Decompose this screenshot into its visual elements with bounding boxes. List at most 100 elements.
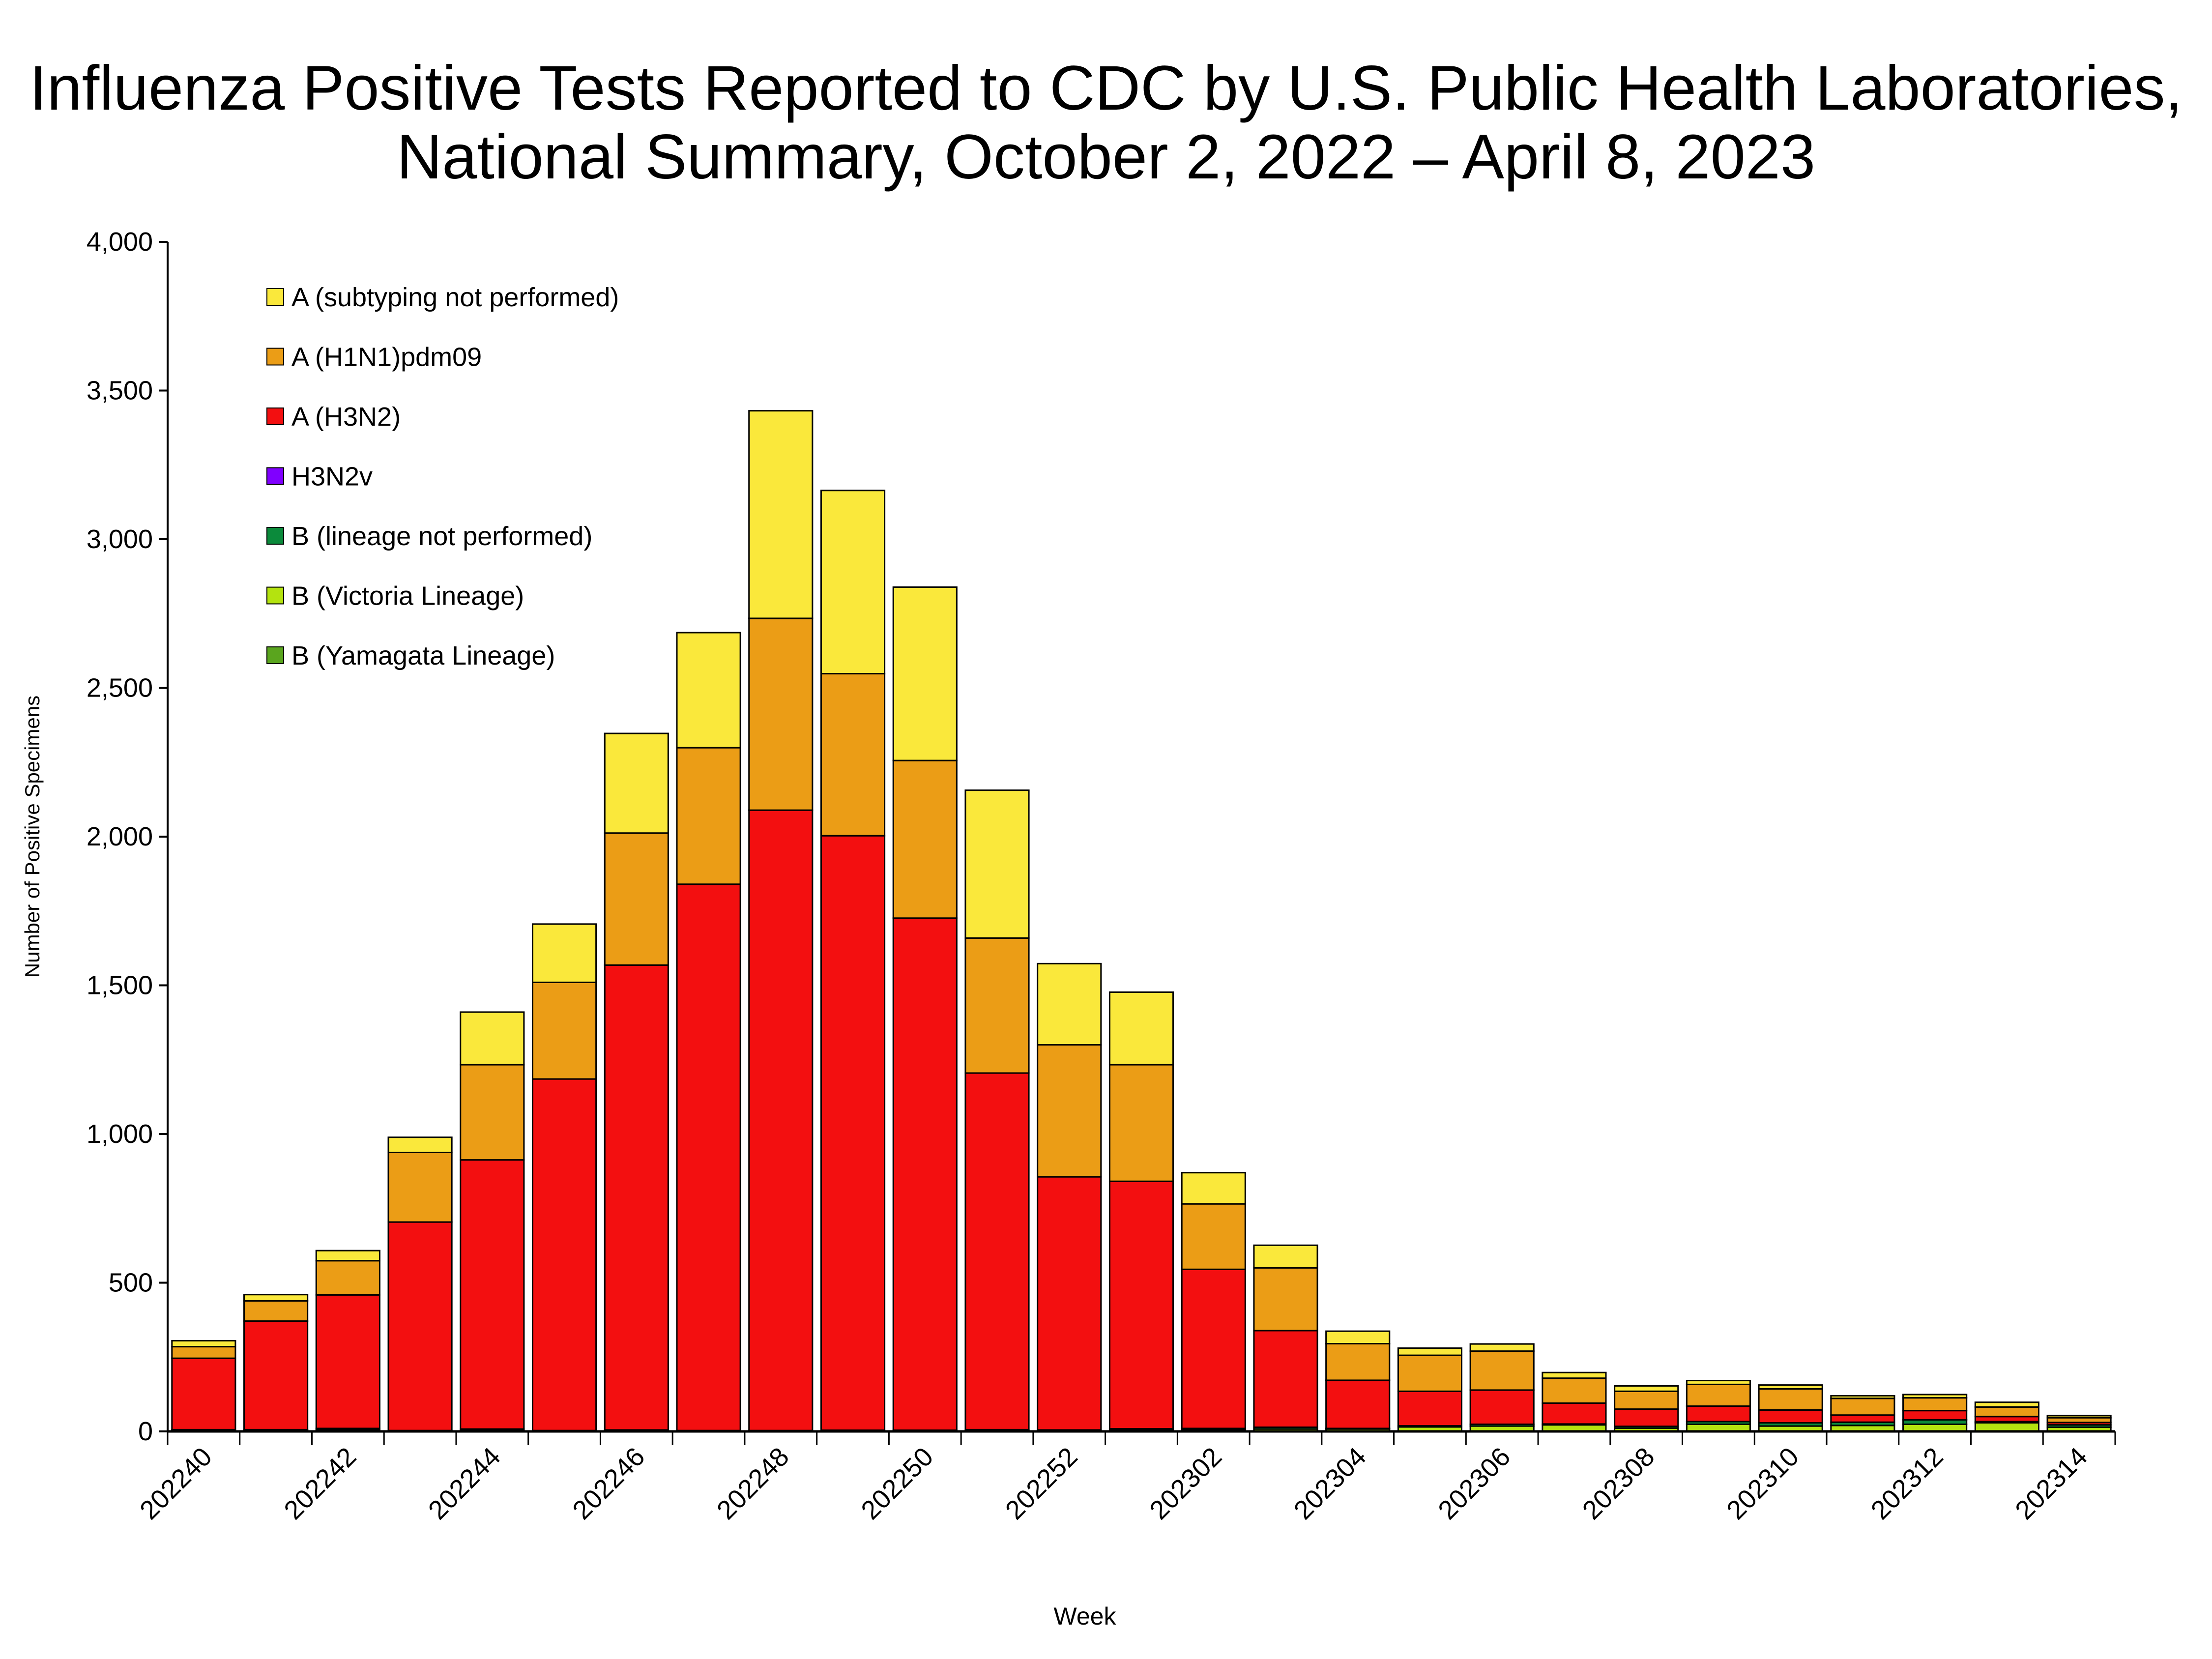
bar-segment-202241-4 [243, 1320, 309, 1430]
bar-segment-202311-6 [1830, 1395, 1895, 1399]
bar-segment-202244-6 [460, 1011, 525, 1066]
legend-swatch [266, 288, 284, 306]
bar-segment-202308-4 [1614, 1408, 1679, 1427]
bar-segment-202306-4 [1469, 1389, 1535, 1425]
legend-swatch [266, 646, 284, 664]
bar-segment-202307-5 [1542, 1377, 1607, 1404]
bar-segment-202308-6 [1614, 1385, 1679, 1392]
x-tick-label: 202248 [711, 1442, 795, 1525]
bar-segment-202246-5 [604, 832, 669, 966]
x-tick-label: 202314 [2009, 1442, 2093, 1525]
y-tick-label: 3,500 [87, 376, 153, 406]
legend-label: B (Victoria Lineage) [291, 582, 524, 611]
bar-segment-202313-5 [1974, 1406, 2039, 1418]
legend-label: H3N2v [291, 462, 373, 492]
bar-segment-202305-6 [1397, 1347, 1463, 1356]
y-tick-label: 0 [138, 1417, 153, 1446]
bar-segment-202310-6 [1758, 1384, 1823, 1390]
bar-segment-202248-6 [748, 410, 814, 619]
bar-segment-202242-6 [315, 1250, 380, 1262]
bar-segment-202312-4 [1902, 1410, 1968, 1421]
chart-title-line-2: National Summary, October 2, 2022 – Apri… [396, 122, 1816, 192]
bar-segment-202303-6 [1253, 1244, 1318, 1269]
legend-label: B (Yamagata Lineage) [291, 641, 555, 670]
bar-segment-202305-4 [1397, 1390, 1463, 1427]
x-tick-label: 202250 [855, 1442, 939, 1525]
x-tick-label: 202244 [423, 1442, 506, 1525]
bar-segment-202304-4 [1325, 1379, 1391, 1429]
bar-segment-202305-5 [1397, 1354, 1463, 1392]
y-tick-label: 1,000 [87, 1119, 153, 1149]
legend-swatch [266, 467, 284, 485]
bar-segment-202301-5 [1108, 1064, 1174, 1182]
chart-title: Influenza Positive Tests Reported to CDC… [0, 54, 2212, 192]
bar-segment-202244-5 [460, 1064, 525, 1161]
bar-segment-202312-5 [1902, 1397, 1968, 1412]
bar-segment-202250-6 [892, 586, 958, 761]
x-tick-label: 202306 [1432, 1442, 1516, 1525]
legend-label: B (lineage not performed) [291, 522, 592, 551]
x-tick-label: 202304 [1288, 1442, 1372, 1525]
bar-segment-202306-5 [1469, 1350, 1535, 1391]
y-tick-label: 2,500 [87, 673, 153, 703]
bar-segment-202302-4 [1181, 1268, 1246, 1429]
bar-segment-202247-4 [676, 883, 741, 1431]
bar-segment-202245-5 [532, 981, 597, 1080]
bar-segment-202250-4 [892, 917, 958, 1431]
bar-segment-202251-6 [964, 789, 1030, 939]
x-tick-label: 202246 [567, 1442, 650, 1525]
x-tick-label: 202308 [1577, 1442, 1660, 1525]
bar-segment-202309-4 [1686, 1405, 1751, 1423]
y-tick-label: 2,000 [87, 822, 153, 851]
bar-segment-202313-4 [1974, 1416, 2039, 1423]
chart-title-line-1: Influenza Positive Tests Reported to CDC… [29, 53, 2183, 123]
x-tick-label: 202242 [278, 1442, 362, 1525]
bar-segment-202303-4 [1253, 1330, 1318, 1428]
bar-segment-202241-5 [243, 1300, 309, 1322]
bar-segment-202314-6 [2046, 1415, 2112, 1419]
bar-segment-202245-6 [532, 923, 597, 983]
bar-segment-202241-6 [243, 1294, 309, 1302]
bar-segment-202252-4 [1037, 1176, 1102, 1431]
bar-segment-202240-5 [171, 1346, 236, 1359]
bar-segment-202248-4 [748, 809, 814, 1431]
bar-segment-202249-4 [820, 835, 886, 1431]
bar-segment-202251-4 [964, 1072, 1030, 1430]
bar-segment-202252-5 [1037, 1044, 1102, 1178]
y-axis-label: Number of Positive Specimens [21, 696, 44, 978]
bar-segment-202243-4 [387, 1221, 453, 1431]
y-tick-label: 1,500 [87, 971, 153, 1000]
bar-segment-202245-4 [532, 1078, 597, 1431]
bar-segment-202251-5 [964, 937, 1030, 1074]
x-axis-label: Week [1054, 1602, 1117, 1630]
bar-segment-202302-5 [1181, 1203, 1246, 1270]
bar-segment-202240-6 [171, 1339, 236, 1348]
bar-segment-202313-1 [1974, 1422, 2039, 1432]
bar-segment-202304-6 [1325, 1330, 1391, 1345]
bar-segment-202307-4 [1542, 1402, 1607, 1425]
bar-segment-202311-4 [1830, 1414, 1895, 1423]
legend-swatch [266, 407, 284, 425]
bar-segment-202247-6 [676, 632, 741, 749]
y-tick-label: 3,000 [87, 524, 153, 554]
y-tick-label: 4,000 [87, 227, 153, 257]
bar-segment-202301-4 [1108, 1180, 1174, 1430]
bar-segment-202313-6 [1974, 1401, 2039, 1408]
legend-swatch [266, 527, 284, 545]
bar-segment-202249-5 [820, 672, 886, 837]
bar-segment-202309-5 [1686, 1383, 1751, 1407]
x-tick-label: 202240 [134, 1442, 218, 1525]
x-tick-label: 202252 [1000, 1442, 1083, 1525]
bar-segment-202312-6 [1902, 1394, 1968, 1399]
bar-segment-202304-5 [1325, 1343, 1391, 1381]
y-tick-label: 500 [109, 1268, 153, 1298]
bar-segment-202306-6 [1469, 1343, 1535, 1352]
bar-segment-202248-5 [748, 617, 814, 811]
bar-segment-202249-6 [820, 490, 886, 674]
bar-segment-202302-6 [1181, 1172, 1246, 1205]
bar-segment-202303-5 [1253, 1267, 1318, 1332]
bar-segment-202244-4 [460, 1159, 525, 1430]
bar-segment-202246-4 [604, 964, 669, 1431]
bar-segment-202311-5 [1830, 1397, 1895, 1416]
